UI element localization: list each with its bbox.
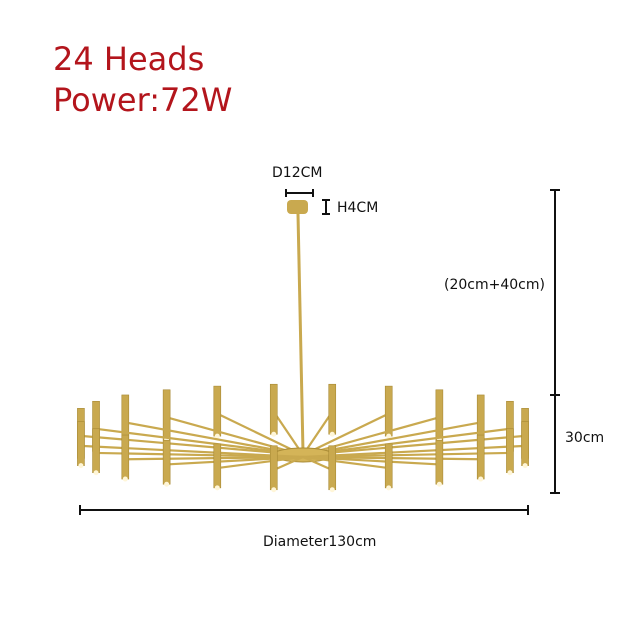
arm <box>166 455 304 466</box>
lamp-head <box>435 439 444 485</box>
lamp-head <box>384 443 393 489</box>
arm <box>96 451 304 459</box>
lamp-head <box>384 385 393 437</box>
arm <box>302 434 526 457</box>
arm <box>95 427 304 457</box>
lamp-head <box>328 383 337 435</box>
canopy <box>287 200 308 214</box>
lamp-head <box>269 445 278 491</box>
chandelier <box>77 200 529 493</box>
arm <box>273 455 304 471</box>
arm <box>80 434 304 457</box>
arm <box>302 455 333 471</box>
bulb <box>164 481 170 487</box>
bulb <box>329 431 335 437</box>
arm <box>302 444 526 459</box>
bulb <box>386 433 392 439</box>
arm <box>302 427 511 457</box>
bulb <box>329 487 335 493</box>
down-rod <box>296 213 305 453</box>
rod-length-label: (20cm+40cm) <box>444 277 545 293</box>
lamp-head <box>269 383 278 435</box>
arm <box>302 412 390 456</box>
bulb <box>436 481 442 487</box>
lamp-head <box>435 389 444 441</box>
body-height-label: 30cm <box>565 430 605 446</box>
arm <box>302 455 389 470</box>
arm <box>217 455 304 470</box>
bulb <box>507 470 513 476</box>
lamp-head <box>213 443 222 489</box>
lamp-head <box>476 434 485 480</box>
bulb <box>478 476 484 482</box>
lamp-head <box>162 389 171 441</box>
bulb <box>386 485 392 491</box>
arm <box>302 416 440 457</box>
bulb <box>214 433 220 439</box>
lamp-head <box>92 428 100 474</box>
canopy-diameter-label: D12CM <box>272 165 323 181</box>
bulb <box>522 463 528 469</box>
arm <box>302 451 510 459</box>
lamp-head <box>77 421 85 466</box>
canopy-height-label: H4CM <box>337 200 379 216</box>
bulb <box>78 463 84 469</box>
bulb <box>122 476 128 482</box>
lamp-head <box>521 421 529 466</box>
lamp-head <box>162 439 171 485</box>
bulb <box>271 487 277 493</box>
arm <box>80 444 304 459</box>
arm <box>302 455 440 466</box>
arm <box>216 412 304 456</box>
lamp-head <box>121 434 130 480</box>
bulb <box>93 470 99 476</box>
lamp-head <box>328 445 337 491</box>
power-spec: Power:72W <box>53 81 233 119</box>
bulb <box>271 431 277 437</box>
heads-spec: 24 Heads <box>53 40 205 78</box>
arm <box>166 416 304 457</box>
bulb <box>214 485 220 491</box>
lamp-head <box>213 385 222 437</box>
lamp-head <box>506 428 514 474</box>
diameter-label: Diameter130cm <box>263 534 377 550</box>
